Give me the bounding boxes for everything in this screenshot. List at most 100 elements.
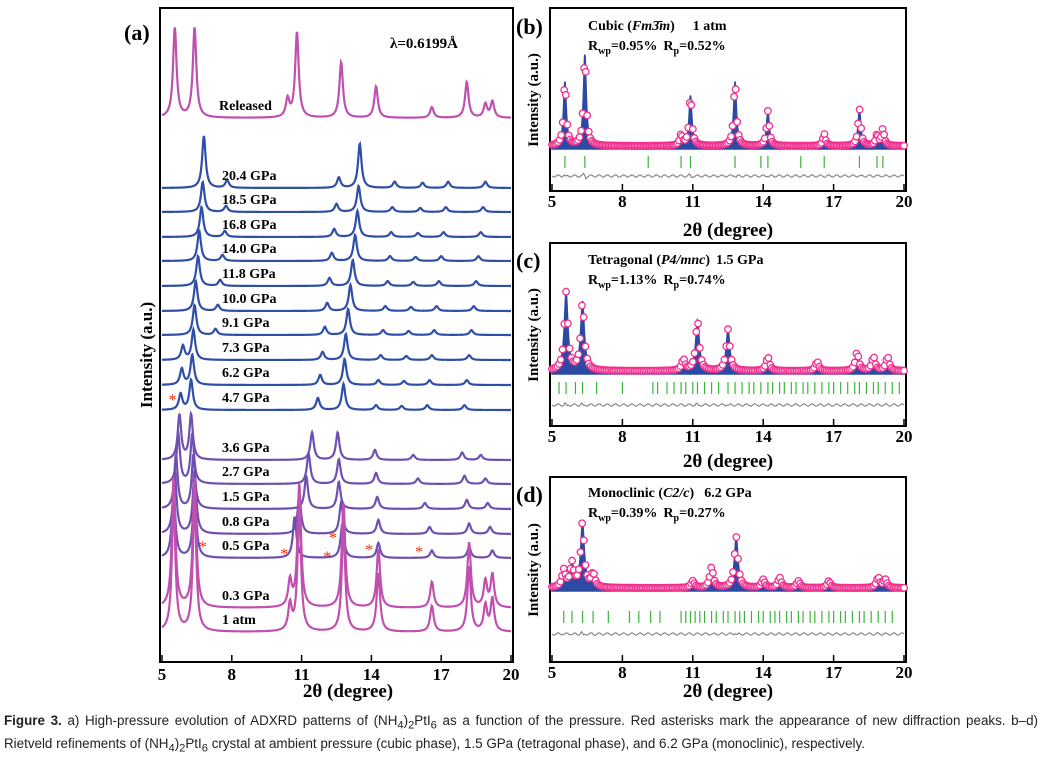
panel-b-rwp: 0.95% xyxy=(619,39,658,54)
observed-point xyxy=(763,106,772,115)
caption-text: as a function of the pressure. Red aster… xyxy=(4,713,1038,752)
panel-d-phase: Monoclinic xyxy=(588,486,655,501)
new-peak-asterisk: * xyxy=(168,392,176,409)
pattern-trace xyxy=(162,302,511,337)
observed-point xyxy=(727,575,736,584)
observed-point xyxy=(558,345,567,354)
panel-a-y-axis-title: Intensity (a.u.) xyxy=(137,302,156,408)
observed-point xyxy=(565,344,574,353)
panel-c-x-axis-title: 2θ (degree) xyxy=(683,451,773,472)
observed-point xyxy=(884,353,893,362)
x-tick-label: 14 xyxy=(755,663,773,682)
observed-point xyxy=(855,105,864,114)
panel-c-plot xyxy=(548,287,908,407)
caption-text: PtI xyxy=(414,713,431,728)
panel-a-label: (a) xyxy=(124,20,150,45)
observed-point xyxy=(574,350,583,359)
x-tick-label: 14 xyxy=(755,192,773,211)
pressure-label: 10.0 GPa xyxy=(222,292,276,307)
panel-d-r-factors: Rwp=0.39% Rp=0.27% xyxy=(588,506,726,524)
observed-point xyxy=(584,127,593,136)
x-tick-label: 11 xyxy=(685,192,701,211)
observed-point xyxy=(575,133,584,142)
caption-text: PtI xyxy=(185,736,202,752)
observed-point xyxy=(729,568,737,577)
panel-b-y-axis-title: Intensity (a.u.) xyxy=(526,53,542,147)
pressure-label: 20.4 GPa xyxy=(222,169,276,184)
pressure-label: 1 atm xyxy=(222,613,256,628)
observed-point xyxy=(682,132,691,141)
panel-d-label: (d) xyxy=(516,482,543,507)
x-tick-label: 20 xyxy=(896,427,913,446)
x-tick-label: 14 xyxy=(755,427,773,446)
observed-point xyxy=(857,124,866,133)
pattern-trace xyxy=(162,228,512,263)
x-tick-label: 8 xyxy=(618,663,627,682)
panel-a-frame xyxy=(159,7,514,663)
panel-d-frame xyxy=(549,476,907,663)
panel-d-y-axis-title: Intensity (a.u.) xyxy=(526,523,542,617)
x-tick-label: 17 xyxy=(433,665,451,684)
panel-d-rwp: 0.39% xyxy=(619,506,658,521)
observed-point xyxy=(765,121,774,130)
panel-b-label: (b) xyxy=(516,14,543,39)
observed-point xyxy=(564,572,573,581)
pressure-label: 9.1 GPa xyxy=(222,316,269,331)
panel-c-rwp: 1.13% xyxy=(619,273,658,288)
observed-point xyxy=(687,101,696,109)
panel-b-frame xyxy=(549,7,907,192)
pressure-label: Released xyxy=(219,99,272,114)
observed-point xyxy=(695,343,704,352)
observed-point xyxy=(577,126,586,135)
observed-point xyxy=(576,334,585,343)
figure-caption: Figure 3. a) High-pressure evolution of … xyxy=(4,712,1038,759)
caption-text-a: a) High-pressure evolution of ADXRD patt… xyxy=(67,713,398,728)
panel-d-x-ticks: 5 8 11 14 17 20 xyxy=(548,655,913,682)
x-tick-label: 5 xyxy=(548,192,557,211)
panel-d-plot xyxy=(548,519,908,636)
x-tick-label: 17 xyxy=(825,427,843,446)
observed-point xyxy=(692,327,701,336)
pressure-label: 11.8 GPa xyxy=(222,267,276,282)
pattern-trace xyxy=(161,501,512,633)
new-peak-asterisk: * xyxy=(415,544,423,561)
observed-point xyxy=(724,325,732,334)
observed-point xyxy=(688,357,697,366)
caption-text: crystal at ambient pressure (cubic phase… xyxy=(207,736,865,752)
pressure-label: 0.3 GPa xyxy=(222,589,269,604)
observed-point xyxy=(688,125,697,133)
observed-point xyxy=(735,570,744,579)
panel-b-phase-title: Cubic (Fm3̄m) 1 atm xyxy=(588,19,727,34)
observed-point xyxy=(694,319,703,328)
observed-point xyxy=(734,554,743,563)
x-tick-label: 17 xyxy=(825,663,843,682)
observed-point xyxy=(577,301,586,310)
panel-d-space-group: C2/c xyxy=(663,486,690,501)
pattern-trace xyxy=(161,352,511,387)
pattern-trace xyxy=(161,377,511,412)
observed-point xyxy=(561,90,570,99)
new-peak-asterisk: * xyxy=(199,539,207,556)
figure-canvas: (a) λ=0.6199Å Released 20.4 GPa 18.5 GPa 16… xyxy=(124,7,913,702)
observed-point xyxy=(568,556,577,565)
observed-point xyxy=(731,85,740,94)
x-tick-label: 5 xyxy=(548,663,557,682)
pattern-trace xyxy=(161,489,511,559)
observed-point xyxy=(854,352,863,361)
observed-point xyxy=(581,561,590,569)
observed-point xyxy=(581,67,590,76)
pattern-trace xyxy=(161,454,511,511)
x-tick-label: 14 xyxy=(363,665,381,684)
observed-point xyxy=(563,120,572,129)
x-tick-label: 20 xyxy=(896,663,913,682)
observed-point xyxy=(576,548,585,557)
caption-sub: 6 xyxy=(430,719,437,732)
pattern-trace xyxy=(161,27,512,119)
observed-point xyxy=(583,111,592,120)
observed-point xyxy=(690,349,699,358)
observed-point xyxy=(730,92,739,101)
panel-a-x-ticks: 5 8 11 14 17 20 xyxy=(158,655,520,684)
new-peak-asterisk: * xyxy=(365,542,373,559)
panel-c-r-factors: Rwp=1.13% Rp=0.74% xyxy=(588,273,726,291)
pattern-trace xyxy=(161,477,512,609)
